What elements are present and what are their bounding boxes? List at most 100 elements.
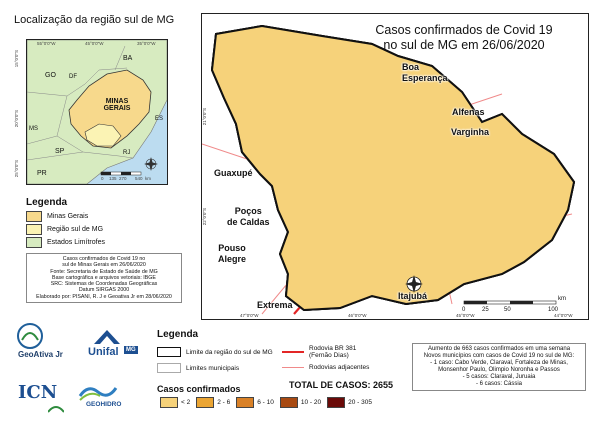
- credits-line-5: SRC: Sistemas de Coordenadas Geográficas: [50, 281, 158, 288]
- map-lat-21: 21°0'0"S: [202, 108, 207, 126]
- class-10-20: 10 - 20: [279, 397, 321, 408]
- locator-scale-1: 135: [109, 176, 117, 181]
- map-scale-0: 0: [462, 307, 466, 313]
- geohidro-logo-text: GEOHIDRO: [86, 401, 122, 408]
- swatch-lt2: [160, 397, 178, 408]
- swatch-2-6: [196, 397, 215, 408]
- locator-lat-2: 20°0'0"S: [14, 110, 19, 128]
- note-line-6: - 6 casos: Cássia: [475, 381, 523, 387]
- credits-line-7: Elaborado por: PISANI, R. J e Geoativa J…: [36, 293, 172, 300]
- legend-municipal-limits: Limites municipais: [157, 363, 239, 373]
- map-scale-25: 25: [482, 307, 489, 313]
- class-lt2: < 2: [160, 397, 190, 408]
- legend-adjacent-roads: Rodovias adjacentes: [282, 364, 369, 371]
- map-lon-46: 46°0'0"W: [348, 313, 367, 318]
- city-label-alfenas: Alfenas: [452, 107, 485, 117]
- map-lon-44: 44°0'0"W: [554, 313, 573, 318]
- minas-gerais-label: MINAS GERAIS: [103, 98, 131, 112]
- city-label-itajuba: Itajubá: [398, 291, 428, 301]
- class-label-20-305: 20 - 305: [348, 399, 372, 406]
- locator-lon-1: 55°0'0"W: [37, 41, 56, 46]
- legend-label-limit-region: Limite da região do sul de MG: [186, 348, 273, 356]
- locator-scale-3: 540: [135, 176, 143, 181]
- main-legend-title: Legenda: [157, 329, 199, 340]
- city-label-boa-esperanca: Boa Esperança: [402, 62, 448, 83]
- total-cases: TOTAL DE CASOS: 2655: [289, 380, 394, 390]
- state-label-ba: BA: [123, 55, 133, 62]
- swatch-20-305: [327, 397, 346, 408]
- locator-lon-3: 35°0'0"W: [137, 41, 156, 46]
- credits-line-4: Base cartográfica e arquivos vetoriais: …: [52, 274, 156, 281]
- legend-label-region: Região sul de MG: [47, 226, 104, 233]
- locator-map: 55°0'0"W 45°0'0"W 35°0'0"W BA GO DF ES M…: [26, 39, 168, 185]
- state-label-sp: SP: [55, 148, 65, 155]
- small-legend-title: Legenda: [26, 197, 68, 208]
- map-scale-50: 50: [504, 307, 511, 313]
- class-label-lt2: < 2: [181, 399, 191, 406]
- locator-scale-2: 270: [119, 176, 127, 181]
- unifal-logo-sub: MG: [124, 346, 138, 354]
- map-title-line-1: Casos confirmados de Covid 19: [375, 23, 553, 37]
- cases-classes: < 2 2 - 6 6 - 10 10 - 20 20 - 305: [160, 397, 372, 408]
- state-label-pr: PR: [37, 170, 47, 177]
- credits-line-6: Datum SIRGAS 2000: [78, 287, 130, 294]
- icn-logo-text: ICN: [18, 382, 58, 403]
- swatch-adjacent-roads: [282, 367, 304, 368]
- cases-legend-title: Casos confirmados: [157, 384, 241, 394]
- legend-label-minas: Minas Gerais: [47, 213, 89, 220]
- class-20-305: 20 - 305: [327, 397, 372, 408]
- credits-line-3: Fonte: Secretaria de Estado de Saúde de …: [50, 268, 158, 275]
- locator-lat-3: 25°0'0"S: [14, 160, 19, 178]
- city-label-pouso-alegre: Pouso Alegre: [218, 243, 247, 264]
- geoativa-logo-text: GeoAtiva Jr: [18, 350, 63, 359]
- note-line-5: - 5 casos: Claraval, Juruaia: [462, 374, 536, 380]
- note-box: Aumento de 663 casos confirmados em uma …: [412, 343, 586, 391]
- swatch-br381: [282, 351, 304, 353]
- map-title: Casos confirmados de Covid 19 no sul de …: [344, 23, 584, 53]
- geoativa-logo: GeoAtiva Jr: [16, 322, 76, 362]
- class-label-2-6: 2 - 6: [217, 399, 231, 406]
- map-title-line-2: no sul de MG em 26/06/2020: [383, 38, 545, 52]
- locator-scale-unit: km: [145, 176, 151, 181]
- city-label-guaxupe: Guaxupé: [214, 168, 253, 178]
- map-lon-47: 47°0'0"W: [240, 313, 259, 318]
- legend-item-minas: Minas Gerais: [26, 211, 88, 222]
- legend-label-municipal-limits: Limites municipais: [186, 364, 240, 372]
- class-6-10: 6 - 10: [236, 397, 274, 408]
- state-label-go: GO: [45, 72, 56, 79]
- map-lon-45: 45°0'0"W: [456, 313, 475, 318]
- geohidro-logo: GEOHIDRO: [78, 382, 148, 416]
- swatch-neighbors: [26, 237, 42, 248]
- class-2-6: 2 - 6: [196, 397, 230, 408]
- map-scale-100: 100: [548, 307, 559, 313]
- unifal-logo: Unifal MG: [88, 328, 148, 368]
- legend-limit-region: Limite da região do sul de MG: [157, 347, 273, 357]
- swatch-region: [26, 224, 42, 235]
- swatch-minas: [26, 211, 42, 222]
- locator-lon-2: 45°0'0"W: [85, 41, 104, 46]
- state-label-ms: MS: [29, 126, 38, 132]
- legend-br381: Rodovia BR 381 (Fernão Dias): [282, 345, 356, 359]
- state-label-df: DF: [69, 74, 77, 80]
- swatch-limit-region: [157, 347, 181, 357]
- locator-lat-1: 15°0'0"S: [14, 50, 19, 68]
- credits-box: Casos confirmados de Covid 19 no sul de …: [26, 253, 182, 304]
- map-lat-22: 22°0'0"S: [202, 208, 207, 226]
- state-label-rj: RJ: [123, 150, 131, 156]
- locator-scale-0: 0: [101, 176, 104, 181]
- note-line-3: - 1 caso: Cabo Verde, Claraval, Fortalez…: [430, 360, 568, 366]
- legend-label-br381: Rodovia BR 381 (Fernão Dias): [309, 345, 357, 359]
- legend-label-adjacent-roads: Rodovias adjacentes: [309, 364, 370, 371]
- swatch-municipal-limits: [157, 363, 181, 373]
- city-label-extrema: Extrema: [257, 300, 293, 310]
- swatch-10-20: [279, 397, 298, 408]
- unifal-logo-text: Unifal: [88, 346, 119, 358]
- city-label-varginha: Varginha: [451, 127, 490, 137]
- credits-line-1: Casos confirmados de Covid 19 no: [62, 256, 146, 262]
- note-line-4: Monsenhor Paulo, Olimpio Noronha e Passo…: [438, 367, 560, 373]
- map-scale-unit: km: [558, 296, 566, 302]
- note-line-2: Novos municípios com casos de Covid 19 n…: [423, 353, 575, 359]
- legend-item-neighbors: Estados Limítrofes: [26, 237, 105, 248]
- locator-title: Localização da região sul de MG: [14, 14, 175, 26]
- icn-logo: ICN: [18, 382, 68, 416]
